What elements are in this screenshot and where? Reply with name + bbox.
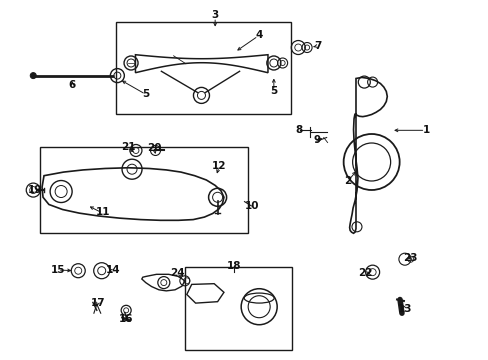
Text: 15: 15 (50, 265, 65, 275)
Text: 13: 13 (397, 304, 411, 314)
Text: 5: 5 (142, 89, 149, 99)
Text: 19: 19 (28, 185, 42, 195)
Text: 4: 4 (255, 30, 263, 40)
Text: 16: 16 (119, 314, 133, 324)
Text: 14: 14 (106, 265, 121, 275)
Text: 9: 9 (313, 135, 320, 145)
Text: 2: 2 (344, 176, 351, 186)
Text: 8: 8 (295, 125, 302, 135)
Text: 10: 10 (244, 201, 259, 211)
Text: 1: 1 (422, 125, 429, 135)
Text: 6: 6 (69, 80, 76, 90)
Text: 23: 23 (403, 253, 417, 263)
Text: 18: 18 (226, 261, 241, 271)
Text: 11: 11 (95, 207, 110, 217)
Text: 24: 24 (169, 268, 184, 278)
Text: 17: 17 (90, 298, 105, 308)
Text: 22: 22 (358, 268, 372, 278)
Text: 21: 21 (121, 142, 135, 152)
Text: 3: 3 (211, 10, 218, 20)
Text: 12: 12 (211, 161, 226, 171)
Circle shape (30, 73, 36, 78)
Text: 5: 5 (270, 86, 277, 96)
Text: 7: 7 (313, 41, 321, 51)
Text: 20: 20 (147, 143, 162, 153)
